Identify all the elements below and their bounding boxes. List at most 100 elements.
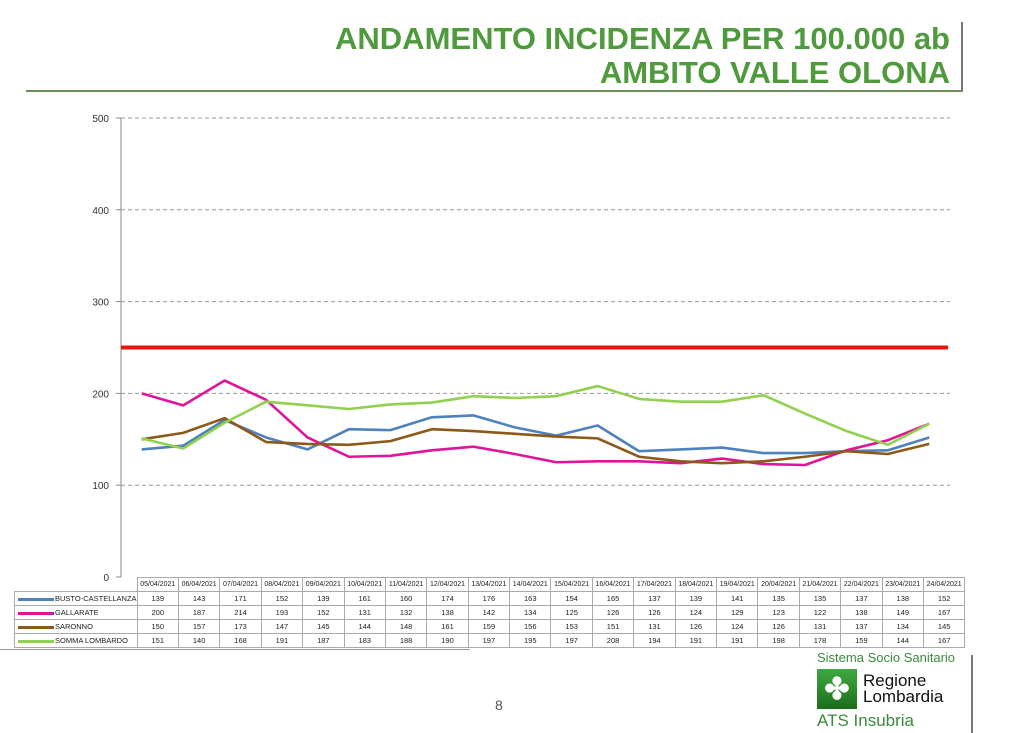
data-label: 124	[716, 619, 759, 634]
data-label: 132	[384, 605, 428, 620]
x-tick-label: 20/04/2021	[757, 577, 800, 592]
data-label: 151	[591, 619, 635, 634]
y-tick-label: 0	[103, 573, 109, 584]
series-line-somma-lombardo	[141, 384, 930, 450]
data-label: 191	[716, 633, 759, 648]
page-number: 8	[495, 697, 503, 713]
footer-divider	[0, 649, 470, 650]
data-label: 153	[550, 619, 593, 634]
x-tick-label: 19/04/2021	[716, 577, 759, 592]
data-label: 197	[550, 633, 593, 648]
data-label: 139	[674, 591, 718, 606]
data-label: 149	[881, 605, 924, 620]
data-label: 183	[343, 633, 386, 648]
data-label: 151	[136, 633, 179, 648]
data-label: 198	[757, 633, 800, 648]
table-corner	[15, 578, 138, 592]
data-label: 143	[177, 591, 221, 606]
data-label: 122	[798, 605, 842, 620]
logo-divider	[971, 655, 973, 733]
data-label: 191	[674, 633, 718, 648]
series-line-gallarate	[141, 379, 930, 467]
data-label: 208	[591, 633, 635, 648]
data-label: 165	[591, 591, 635, 606]
x-tick-label: 08/04/2021	[260, 577, 304, 592]
x-tick-label: 22/04/2021	[840, 577, 883, 592]
logo-ats-name: ATS Insubria	[817, 711, 915, 730]
data-label: 167	[922, 605, 966, 620]
data-label: 148	[384, 619, 428, 634]
data-label: 194	[633, 633, 676, 648]
title-underline	[26, 90, 963, 92]
x-tick-label: 15/04/2021	[550, 577, 593, 592]
data-label: 144	[881, 633, 924, 648]
x-tick-label: 05/04/2021	[136, 577, 179, 592]
data-label: 156	[509, 619, 552, 634]
slide-title: ANDAMENTO INCIDENZA PER 100.000 ab AMBIT…	[335, 22, 950, 90]
x-tick-label: 12/04/2021	[426, 577, 469, 592]
data-label: 200	[136, 605, 179, 620]
x-tick-label: 07/04/2021	[219, 577, 262, 592]
data-label: 145	[922, 619, 966, 634]
legend-label: SARONNO	[55, 622, 93, 631]
data-label: 154	[550, 591, 593, 606]
data-label: 134	[881, 619, 924, 634]
data-label: 167	[922, 633, 966, 648]
data-label: 125	[550, 605, 593, 620]
data-label: 145	[302, 619, 345, 634]
data-label: 147	[260, 619, 304, 634]
legend-label: GALLARATE	[55, 608, 99, 617]
data-label: 161	[426, 619, 469, 634]
x-tick-label: 18/04/2021	[674, 577, 718, 592]
data-label: 126	[674, 619, 718, 634]
data-label: 144	[343, 619, 386, 634]
data-label: 140	[177, 633, 221, 648]
y-tick-label: 400	[92, 206, 109, 217]
data-label: 138	[881, 591, 924, 606]
data-label: 187	[177, 605, 221, 620]
data-label: 174	[426, 591, 469, 606]
x-tick-label: 06/04/2021	[177, 577, 221, 592]
table-row: SARONNO 150 157 173 147 145 144 148 161 159 156 153…	[14, 619, 966, 634]
legend-entry: GALLARATE	[14, 605, 138, 620]
data-label: 129	[716, 605, 759, 620]
data-label: 173	[219, 619, 262, 634]
table-row: GALLARATE 200 187 214 193 152 131 132 138 142 134 1…	[14, 605, 966, 620]
regione-lombardia-logo: Sistema Socio Sanitario ✤ Regione Lombard…	[817, 650, 955, 731]
x-tick-label: 17/04/2021	[633, 577, 676, 592]
data-label: 135	[798, 591, 842, 606]
x-tick-label: 24/04/2021	[922, 577, 966, 592]
data-label: 131	[343, 605, 386, 620]
x-tick-label: 11/04/2021	[384, 577, 428, 592]
legend-swatch	[18, 625, 54, 629]
data-label: 137	[840, 619, 883, 634]
data-label: 161	[343, 591, 386, 606]
data-label: 137	[633, 591, 676, 606]
series-line-saronno	[141, 416, 930, 465]
x-tick-label: 10/04/2021	[343, 577, 386, 592]
data-label: 195	[509, 633, 552, 648]
y-tick-label: 500	[92, 114, 109, 125]
data-label: 214	[219, 605, 262, 620]
data-label: 152	[302, 605, 345, 620]
data-label: 190	[426, 633, 469, 648]
data-label: 123	[757, 605, 800, 620]
y-tick-label: 300	[92, 298, 109, 309]
data-label: 197	[467, 633, 511, 648]
table-row: BUSTO-CASTELLANZA 139 143 171 152 139 161 160 17…	[14, 591, 966, 606]
data-label: 138	[426, 605, 469, 620]
data-label: 187	[302, 633, 345, 648]
data-label: 159	[840, 633, 883, 648]
data-label: 131	[633, 619, 676, 634]
data-label: 138	[840, 605, 883, 620]
lombardia-rose-icon: ✤	[817, 669, 857, 709]
series-line-busto-castellanza	[141, 414, 930, 455]
table-row: SOMMA LOMBARDO 151 140 168 191 187 183 188 190 19…	[14, 633, 966, 648]
data-label: 126	[757, 619, 800, 634]
table-header-row: 05/04/2021 06/04/2021 07/04/2021 08/04/2021…	[15, 577, 966, 592]
legend-entry: BUSTO-CASTELLANZA	[14, 591, 138, 606]
logo-name-2: Lombardia	[863, 687, 944, 706]
data-label: 141	[716, 591, 759, 606]
y-tick-label: 100	[92, 481, 109, 492]
